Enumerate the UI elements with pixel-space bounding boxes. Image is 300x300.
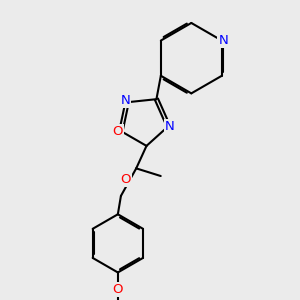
Text: N: N [218, 34, 228, 47]
Text: N: N [121, 94, 130, 107]
Text: O: O [112, 283, 123, 296]
Text: O: O [120, 172, 131, 186]
Text: O: O [112, 124, 123, 138]
Text: N: N [165, 120, 175, 133]
